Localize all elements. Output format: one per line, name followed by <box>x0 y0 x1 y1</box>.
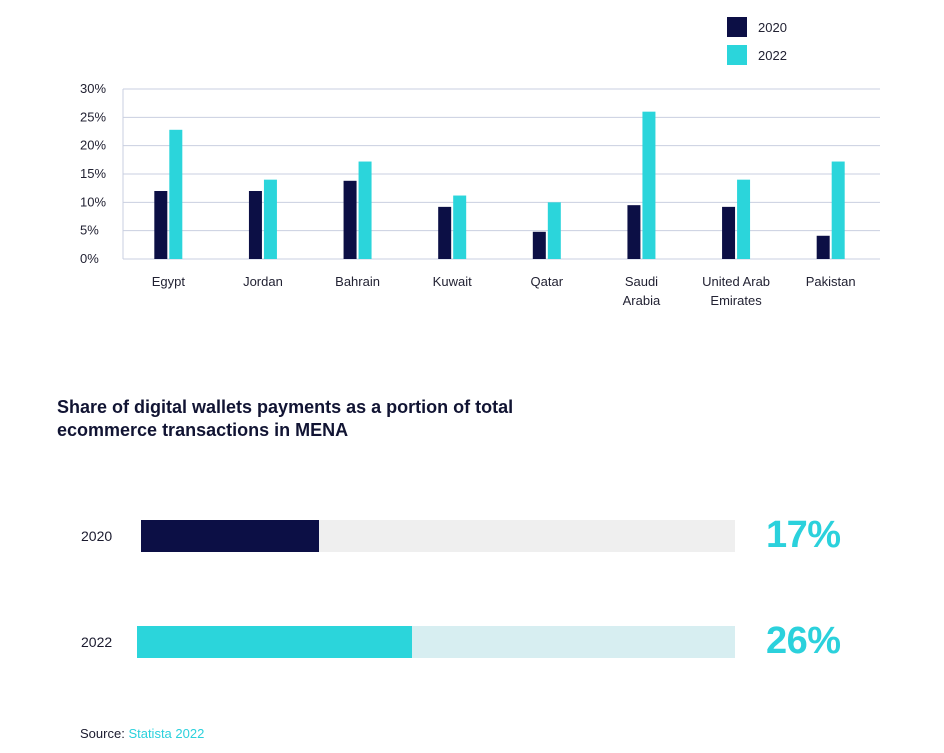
bar-2020 <box>248 191 262 259</box>
bar-2022 <box>263 179 277 259</box>
progress-track <box>141 520 735 552</box>
x-tick-label: Qatar <box>531 274 564 289</box>
progress-row-2022: 2022 26% <box>0 620 944 662</box>
bar-2020 <box>722 206 736 259</box>
y-tick-label: 5% <box>80 223 99 238</box>
section-title-line-2: ecommerce transactions in MENA <box>57 420 349 440</box>
progress-year-label: 2022 <box>81 634 113 650</box>
section-title: Share of digital wallets payments as a p… <box>57 396 617 442</box>
bar-2022 <box>358 161 372 259</box>
x-tick-label: Jordan <box>243 274 283 289</box>
x-tick-label: Bahrain <box>335 274 380 289</box>
bar-2020 <box>438 206 452 259</box>
y-tick-label: 0% <box>80 251 99 266</box>
x-tick-label: Egypt <box>152 274 186 289</box>
legend-swatch-2020 <box>727 17 747 37</box>
y-tick-label: 25% <box>80 109 106 124</box>
legend-label: 2022 <box>758 48 787 63</box>
x-tick-label: United Arab Emirates <box>702 274 770 308</box>
bar-2022 <box>453 195 467 259</box>
progress-track <box>137 626 735 658</box>
source-note: Source: Statista 2022 <box>80 726 204 741</box>
source-label: Source: <box>80 726 125 741</box>
bar-2020 <box>532 231 546 259</box>
x-tick-label: Pakistan <box>806 274 856 289</box>
progress-fill <box>141 520 320 552</box>
progress-fill <box>137 626 412 658</box>
source-name: Statista 2022 <box>128 726 205 741</box>
legend-swatch-2022 <box>727 45 747 65</box>
bar-2020 <box>627 205 641 259</box>
progress-year-label: 2020 <box>81 528 113 544</box>
bar-2020 <box>154 191 168 259</box>
progress-row-2020: 2020 17% <box>0 514 944 556</box>
bar-2022 <box>547 202 561 259</box>
y-tick-label: 20% <box>80 138 106 153</box>
x-tick-label: Kuwait <box>433 274 472 289</box>
bar-2020 <box>816 235 830 259</box>
bar-2022 <box>169 129 183 259</box>
bar-2020 <box>343 180 357 259</box>
legend-label: 2020 <box>758 20 787 35</box>
y-tick-label: 30% <box>80 81 106 96</box>
y-tick-label: 10% <box>80 194 106 209</box>
section-title-line-1: Share of digital wallets payments as a p… <box>57 397 514 417</box>
progress-value-label: 17% <box>766 514 841 556</box>
y-tick-label: 15% <box>80 166 106 181</box>
x-tick-label: Saudi Arabia <box>623 274 661 308</box>
bar-2022 <box>831 161 845 259</box>
bar-2022 <box>737 179 751 259</box>
bar-chart-by-country: 0% 5% 10% 15% 20% 25% 30% Egypt Jordan Bahrain Kuw… <box>80 17 880 308</box>
progress-value-label: 26% <box>766 620 841 662</box>
bar-2022 <box>642 111 656 260</box>
